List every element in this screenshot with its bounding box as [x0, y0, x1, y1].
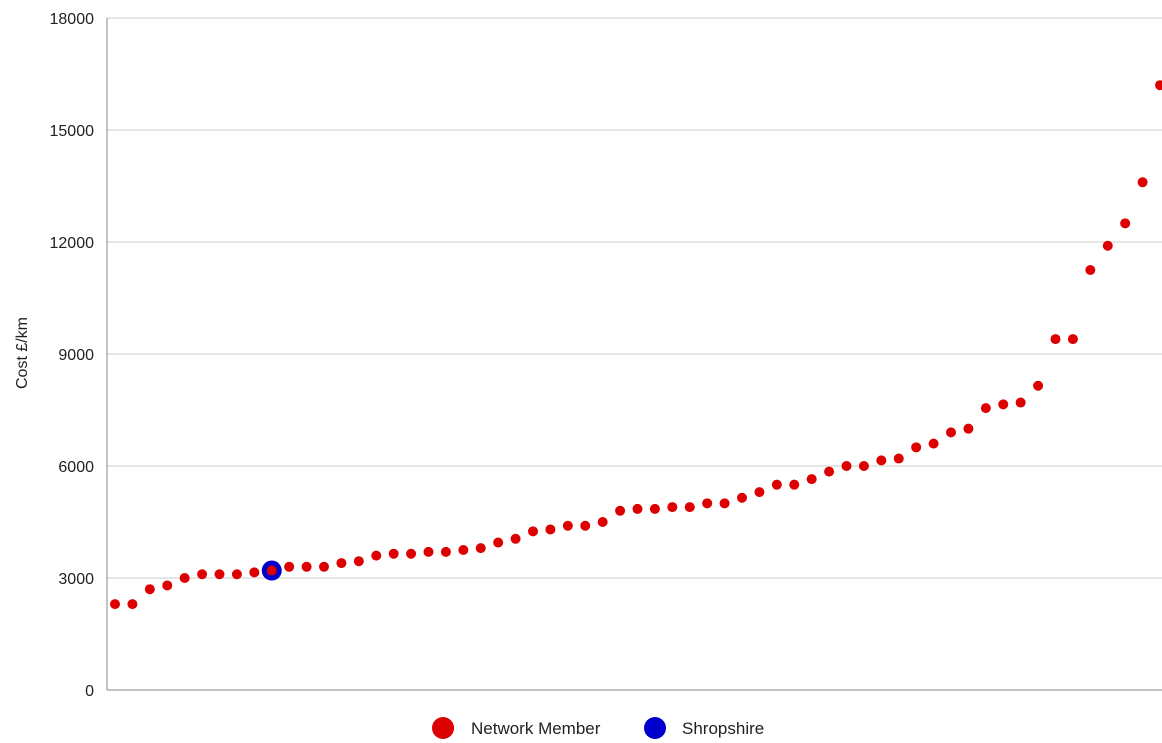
legend-marker-shropshire	[644, 717, 666, 739]
y-axis-ticks: 0 3000 6000 9000 12000 15000 18000	[50, 11, 95, 700]
data-point-network-member[interactable]	[336, 558, 347, 569]
data-point-network-member[interactable]	[1120, 218, 1131, 229]
data-point-network-member[interactable]	[684, 502, 695, 513]
data-point-network-member[interactable]	[980, 403, 991, 414]
legend: Network Member Shropshire	[432, 717, 764, 739]
data-point-network-member[interactable]	[632, 503, 643, 514]
data-point-network-member[interactable]	[353, 556, 364, 567]
data-point-network-member[interactable]	[1085, 265, 1096, 275]
gridlines	[107, 17, 1162, 691]
data-point-network-member[interactable]	[545, 524, 556, 535]
data-point-network-member[interactable]	[371, 550, 382, 561]
data-point-network-member[interactable]	[110, 599, 120, 610]
data-point-network-member[interactable]	[231, 569, 242, 580]
data-point-network-member[interactable]	[440, 546, 451, 557]
y-tick-label: 12000	[50, 235, 95, 252]
data-point-network-member[interactable]	[1067, 334, 1078, 345]
data-point-network-member[interactable]	[719, 498, 730, 509]
y-tick-label: 9000	[58, 347, 94, 364]
data-point-network-member[interactable]	[911, 442, 922, 453]
data-point-network-member[interactable]	[162, 580, 173, 591]
y-tick-label: 6000	[58, 459, 94, 476]
data-point-network-member[interactable]	[319, 561, 329, 572]
data-point-network-member[interactable]	[946, 427, 956, 438]
data-point-network-member[interactable]	[510, 533, 521, 544]
data-point-network-member[interactable]	[493, 537, 504, 548]
data-point-network-member[interactable]	[214, 569, 225, 580]
data-point-network-member[interactable]	[876, 455, 887, 466]
data-point-network-member[interactable]	[615, 505, 626, 516]
data-point-network-member[interactable]	[858, 461, 869, 471]
data-point-network-member[interactable]	[1155, 80, 1162, 91]
data-point-network-member[interactable]	[789, 479, 800, 490]
data-point-network-member[interactable]	[1050, 334, 1061, 345]
data-point-network-member[interactable]	[963, 423, 974, 434]
data-points	[110, 80, 1162, 610]
y-axis-title: Cost £/km	[14, 317, 31, 389]
data-point-network-member[interactable]	[144, 584, 155, 595]
y-tick-label: 18000	[50, 11, 95, 28]
data-point-network-member[interactable]	[179, 573, 190, 583]
data-point-network-member[interactable]	[667, 502, 678, 513]
data-point-network-member[interactable]	[284, 561, 295, 572]
data-point-network-member[interactable]	[1137, 177, 1148, 188]
legend-item-shropshire[interactable]: Shropshire	[644, 717, 764, 739]
data-point-network-member[interactable]	[737, 492, 747, 503]
data-point-network-member[interactable]	[580, 520, 591, 531]
data-point-network-member[interactable]	[1033, 380, 1044, 391]
data-point-network-member[interactable]	[406, 548, 417, 559]
y-tick-label: 0	[85, 683, 94, 700]
data-point-network-member[interactable]	[649, 503, 660, 514]
legend-label-shropshire: Shropshire	[682, 719, 764, 738]
data-point-network-member[interactable]	[824, 466, 835, 477]
data-point-network-member[interactable]	[301, 561, 312, 572]
data-point-network-member[interactable]	[928, 438, 939, 449]
data-point-network-member[interactable]	[458, 545, 469, 555]
data-point-network-member[interactable]	[893, 453, 904, 464]
data-point-network-member[interactable]	[127, 599, 138, 610]
data-point-network-member[interactable]	[1015, 397, 1026, 408]
data-point-network-member[interactable]	[475, 543, 486, 554]
legend-marker-network-member	[432, 717, 454, 739]
data-point-network-member[interactable]	[771, 479, 782, 490]
data-point-network-member[interactable]	[754, 487, 765, 498]
data-point-network-member[interactable]	[562, 520, 573, 531]
y-tick-label: 15000	[50, 123, 95, 140]
data-point-network-member[interactable]	[388, 548, 399, 559]
data-point-network-member[interactable]	[249, 567, 260, 578]
data-point-network-member[interactable]	[998, 399, 1009, 410]
data-point-network-member[interactable]	[597, 517, 608, 527]
y-tick-label: 3000	[58, 571, 94, 588]
data-point-network-member[interactable]	[841, 461, 852, 471]
data-point-network-member[interactable]	[702, 498, 713, 509]
data-point-network-member[interactable]	[197, 569, 208, 580]
data-point-network-member[interactable]	[528, 526, 538, 537]
legend-item-network-member[interactable]: Network Member	[432, 717, 601, 739]
data-point-network-member[interactable]	[806, 474, 817, 485]
data-point-network-member[interactable]	[423, 546, 434, 557]
legend-label-network-member: Network Member	[471, 719, 601, 738]
data-point-network-member[interactable]	[266, 565, 277, 576]
data-point-network-member[interactable]	[1102, 240, 1113, 251]
